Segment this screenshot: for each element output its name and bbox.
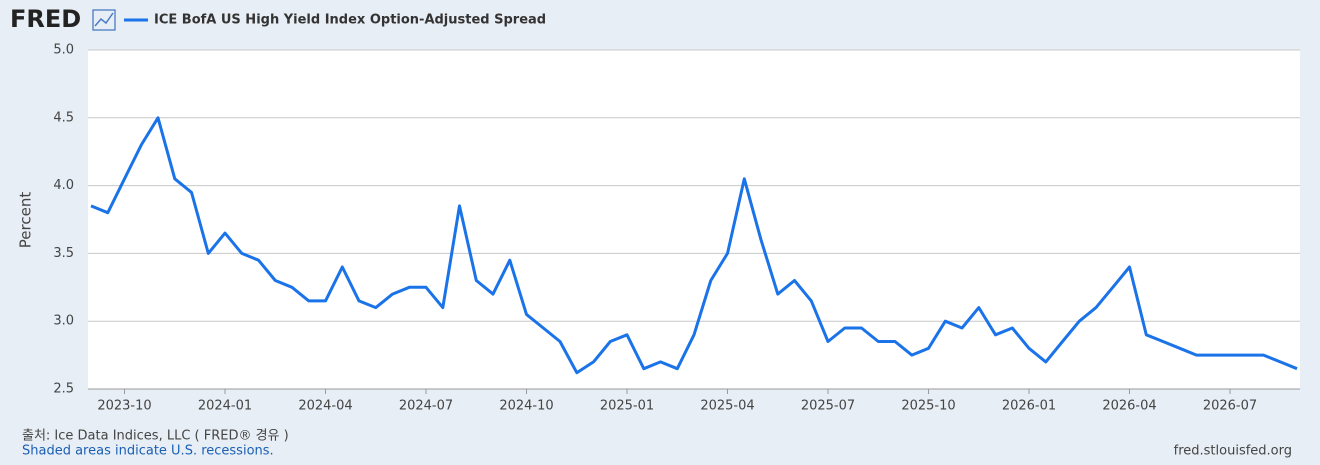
- y-tick-label: 3.5: [53, 246, 74, 261]
- logo-icon: [92, 9, 116, 31]
- x-tick-label: 2026-04: [1102, 399, 1156, 414]
- y-tick-label: 3.0: [53, 314, 74, 329]
- y-tick-label: 5.0: [53, 43, 74, 58]
- legend-label: ICE BofA US High Yield Index Option-Adju…: [154, 13, 546, 28]
- y-tick-label: 2.5: [53, 382, 74, 397]
- x-tick-label: 2024-10: [499, 399, 553, 414]
- y-tick-label: 4.5: [53, 110, 74, 125]
- x-tick-label: 2024-01: [198, 399, 252, 414]
- y-axis-label: Percent: [17, 192, 35, 249]
- x-tick-label: 2025-10: [901, 399, 955, 414]
- url: fred.stlouisfed.org: [1174, 444, 1292, 459]
- logo-icon-line: [94, 12, 114, 27]
- logo: FRED: [10, 5, 81, 33]
- note: Shaded areas indicate U.S. recessions.: [22, 444, 274, 459]
- x-tick-label: 2023-10: [97, 399, 151, 414]
- x-tick-label: 2025-07: [801, 399, 855, 414]
- x-tick-label: 2024-07: [399, 399, 453, 414]
- x-tick-label: 2025-04: [700, 399, 754, 414]
- y-tick-label: 4.0: [53, 178, 74, 193]
- series-line: [90, 116, 1298, 375]
- x-tick-label: 2024-04: [298, 399, 352, 414]
- x-tick-label: 2025-01: [600, 399, 654, 414]
- source: 출처: Ice Data Indices, LLC ( FRED® 경유 ): [22, 429, 289, 444]
- x-tick-label: 2026-01: [1002, 399, 1056, 414]
- x-tick-label: 2026-07: [1203, 399, 1257, 414]
